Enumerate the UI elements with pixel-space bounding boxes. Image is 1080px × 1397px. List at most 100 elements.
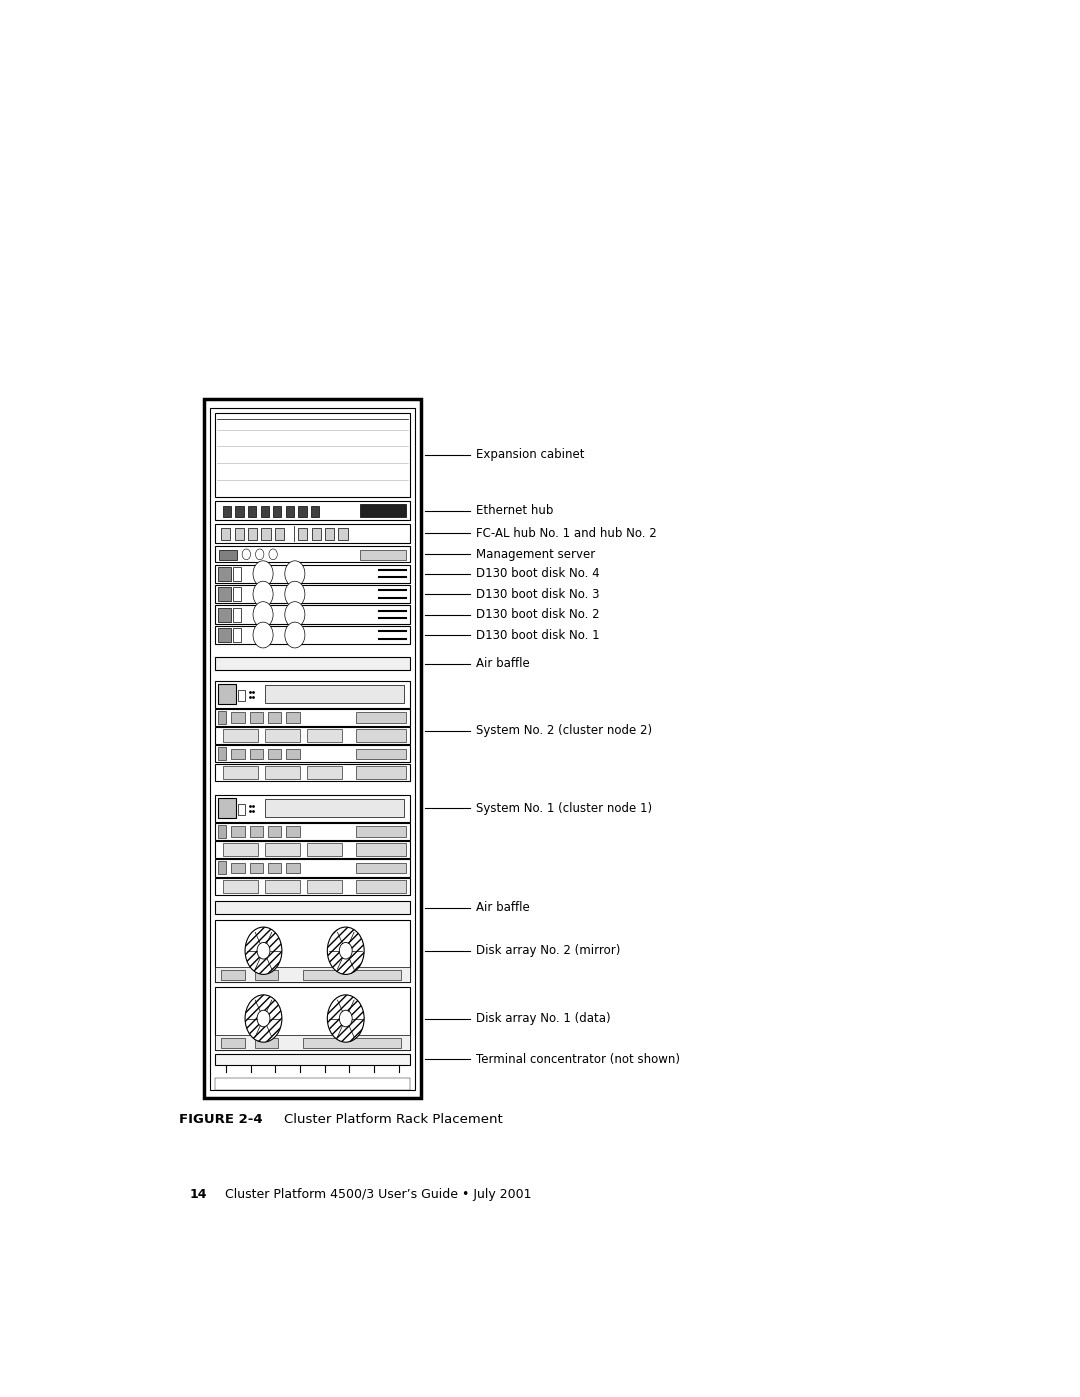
Circle shape: [253, 581, 273, 608]
Bar: [338, 528, 348, 539]
Circle shape: [257, 1010, 270, 1027]
Bar: [221, 970, 245, 979]
Bar: [255, 970, 279, 979]
Bar: [215, 988, 410, 1049]
Bar: [215, 680, 410, 708]
Circle shape: [285, 581, 305, 608]
Bar: [302, 970, 401, 979]
Bar: [221, 1038, 245, 1048]
Bar: [231, 862, 245, 873]
Circle shape: [285, 622, 305, 648]
Circle shape: [269, 549, 278, 560]
Bar: [215, 841, 410, 858]
Bar: [356, 880, 406, 893]
Bar: [307, 880, 341, 893]
Text: FIGURE 2-4: FIGURE 2-4: [179, 1113, 262, 1126]
Bar: [233, 629, 241, 643]
Bar: [215, 708, 410, 726]
Text: System No. 1 (cluster node 1): System No. 1 (cluster node 1): [476, 802, 652, 814]
Bar: [286, 712, 300, 722]
Bar: [261, 528, 271, 539]
Bar: [215, 585, 410, 604]
Bar: [218, 567, 231, 581]
Bar: [307, 766, 341, 778]
Bar: [249, 862, 264, 873]
Bar: [249, 749, 264, 760]
Bar: [215, 1035, 410, 1049]
Circle shape: [256, 549, 264, 560]
Bar: [231, 712, 245, 722]
Text: Disk array No. 2 (mirror): Disk array No. 2 (mirror): [476, 944, 621, 957]
Bar: [215, 564, 410, 583]
Text: Terminal concentrator (not shown): Terminal concentrator (not shown): [476, 1053, 680, 1066]
Bar: [298, 507, 307, 517]
Bar: [356, 844, 406, 856]
Text: D130 boot disk No. 1: D130 boot disk No. 1: [476, 629, 600, 641]
Bar: [356, 862, 406, 873]
Circle shape: [253, 602, 273, 627]
Bar: [218, 711, 226, 724]
Bar: [273, 507, 282, 517]
Bar: [218, 629, 231, 643]
Bar: [249, 712, 264, 722]
Bar: [360, 549, 406, 560]
Text: D130 boot disk No. 3: D130 boot disk No. 3: [476, 588, 600, 601]
Bar: [356, 712, 406, 722]
Bar: [211, 408, 415, 1090]
Bar: [234, 528, 244, 539]
Bar: [356, 826, 406, 837]
Text: D130 boot disk No. 2: D130 boot disk No. 2: [476, 608, 600, 622]
Bar: [268, 712, 282, 722]
Bar: [268, 749, 282, 760]
Bar: [215, 745, 410, 763]
Bar: [218, 549, 238, 560]
Circle shape: [253, 560, 273, 587]
Bar: [249, 826, 264, 837]
Bar: [268, 862, 282, 873]
Bar: [286, 862, 300, 873]
Bar: [218, 862, 226, 875]
Bar: [215, 919, 410, 982]
Bar: [311, 507, 320, 517]
Bar: [286, 749, 300, 760]
Circle shape: [285, 560, 305, 587]
Bar: [215, 1077, 410, 1090]
Bar: [255, 1038, 279, 1048]
Bar: [215, 764, 410, 781]
Circle shape: [339, 943, 352, 958]
Bar: [268, 826, 282, 837]
Bar: [204, 400, 421, 1098]
Bar: [215, 502, 410, 521]
Bar: [215, 726, 410, 745]
Bar: [302, 1038, 401, 1048]
Bar: [231, 749, 245, 760]
Bar: [215, 1053, 410, 1065]
Bar: [356, 749, 406, 760]
Bar: [307, 844, 341, 856]
Circle shape: [327, 928, 364, 975]
Bar: [215, 605, 410, 623]
Circle shape: [253, 622, 273, 648]
Text: Ethernet hub: Ethernet hub: [476, 504, 554, 517]
Text: Cluster Platform Rack Placement: Cluster Platform Rack Placement: [267, 1113, 502, 1126]
Bar: [222, 507, 231, 517]
Text: Air baffle: Air baffle: [476, 657, 530, 671]
Bar: [215, 414, 410, 497]
Bar: [221, 528, 230, 539]
Bar: [248, 507, 256, 517]
Bar: [265, 799, 404, 817]
Bar: [218, 608, 231, 622]
Bar: [233, 608, 241, 622]
Bar: [298, 528, 308, 539]
Bar: [235, 507, 244, 517]
Bar: [215, 967, 410, 982]
Bar: [248, 528, 257, 539]
Bar: [274, 528, 284, 539]
Bar: [222, 766, 258, 778]
Bar: [215, 901, 410, 914]
Bar: [265, 844, 300, 856]
Text: D130 boot disk No. 4: D130 boot disk No. 4: [476, 567, 600, 580]
Bar: [238, 690, 245, 701]
Bar: [222, 880, 258, 893]
Bar: [231, 826, 245, 837]
